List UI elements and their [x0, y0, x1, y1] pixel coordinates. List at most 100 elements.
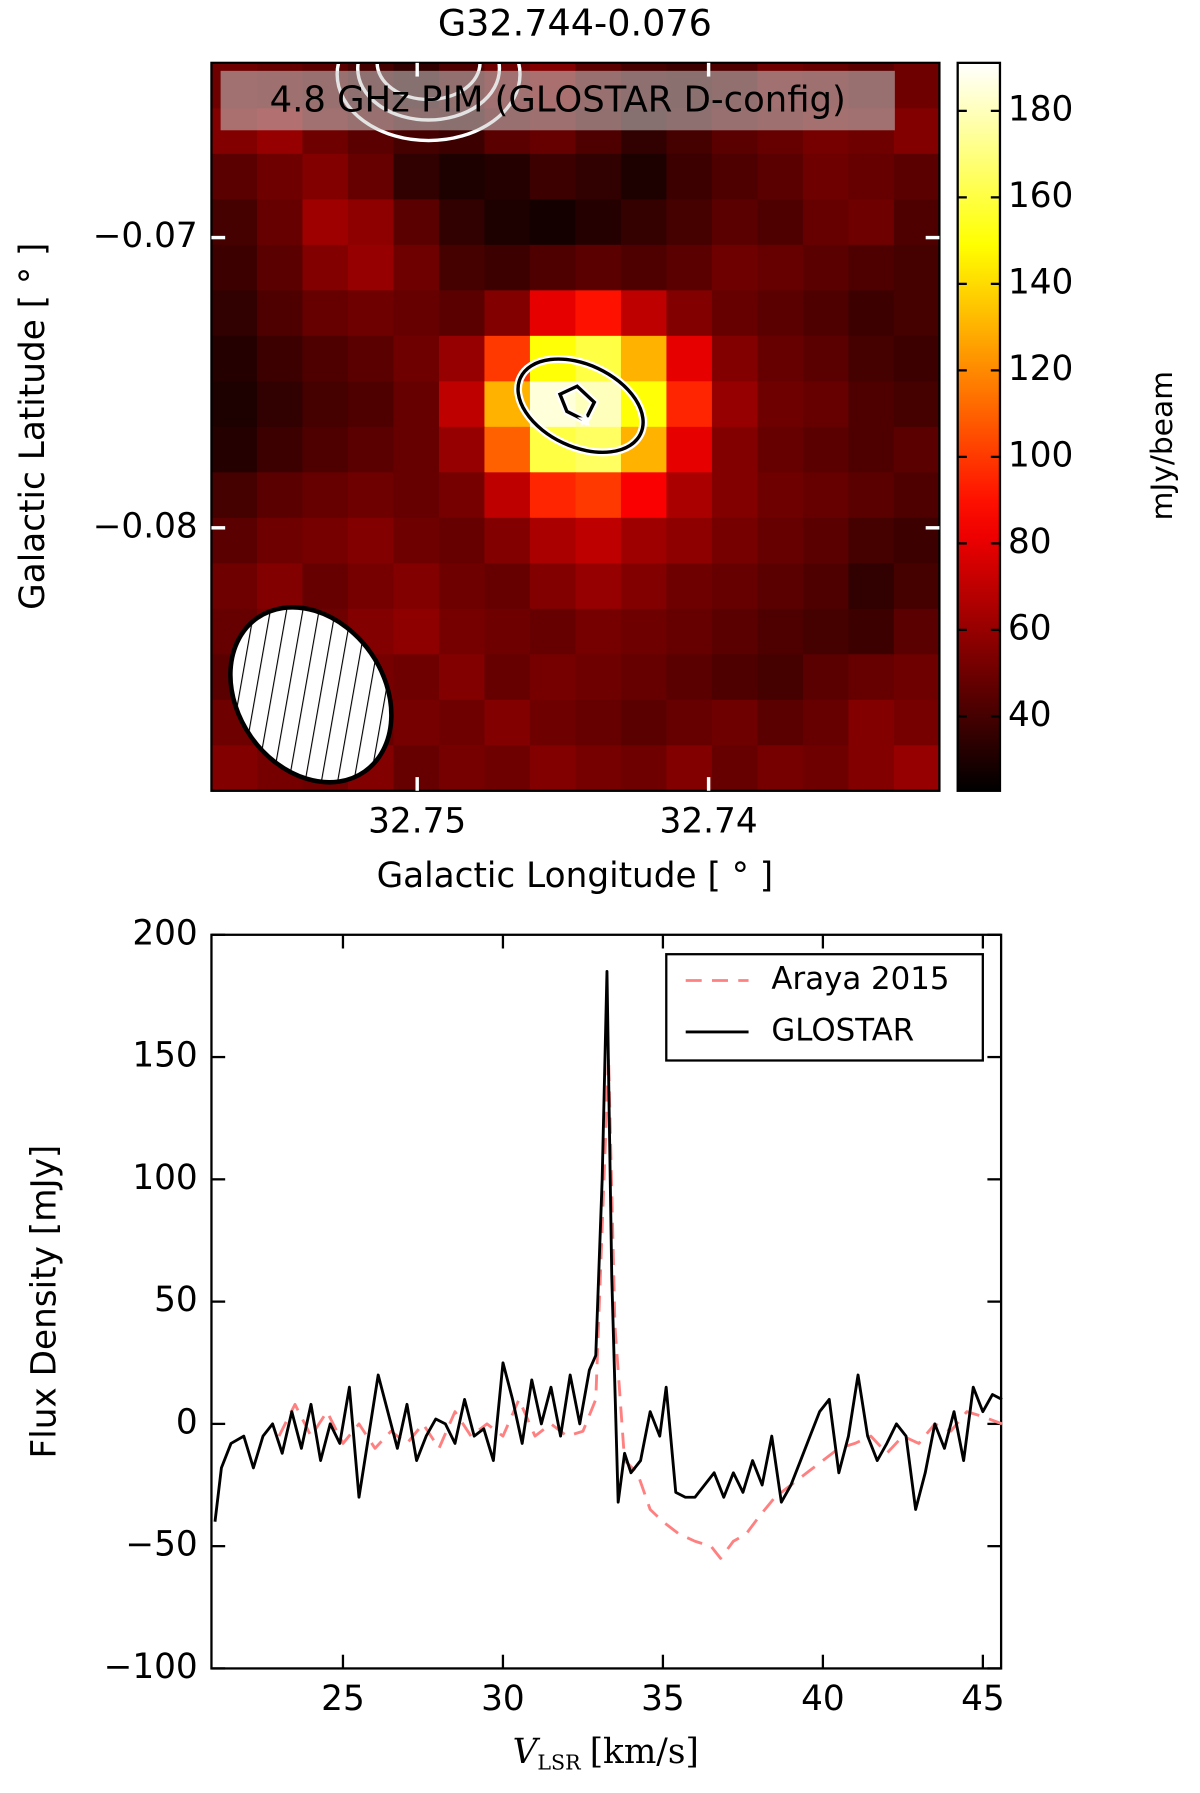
x-label-subscript: LSR: [537, 1750, 581, 1774]
pixel: [575, 745, 622, 792]
pixel: [256, 244, 304, 292]
contours: ★: [228, 62, 648, 785]
pixel: [620, 244, 668, 292]
pixel: [666, 699, 713, 746]
pixel: [893, 335, 941, 383]
pixel: [666, 426, 713, 474]
pixel: [484, 517, 531, 564]
pixel: [711, 472, 759, 519]
pixel: [438, 199, 486, 246]
pixel: [893, 290, 941, 337]
pixel: [802, 699, 850, 746]
y-tick-label: 150: [132, 1036, 197, 1076]
pixel: [757, 381, 804, 428]
pixel: [666, 517, 713, 564]
pixel: [302, 563, 349, 610]
colorbar-tick-label: 120: [1008, 349, 1073, 389]
pixel: [620, 335, 668, 383]
colorbar: [956, 61, 1002, 792]
pixel: [256, 563, 304, 610]
colorbar-tick-label: 140: [1008, 262, 1073, 302]
pixel: [575, 244, 622, 292]
pixel: [666, 290, 713, 337]
pixel: [438, 335, 486, 383]
pixel: [347, 381, 395, 428]
pixel: [802, 199, 850, 246]
pixel: [711, 426, 759, 474]
pixel: [848, 426, 895, 474]
pixel: [484, 699, 531, 746]
pixel: [347, 426, 395, 474]
pixel: [484, 472, 531, 519]
pixel: [666, 381, 713, 428]
x-tick-label: 32.75: [368, 801, 466, 841]
pixel: [893, 699, 941, 746]
pixel: [256, 153, 304, 201]
beam: [228, 605, 394, 785]
pixel: [757, 426, 804, 474]
pixel: [393, 335, 440, 383]
pixel: [848, 290, 895, 337]
legend-label: GLOSTAR: [771, 1012, 914, 1048]
pixel: [757, 563, 804, 610]
pixel: [893, 654, 941, 701]
pixel: [438, 153, 486, 201]
y-tick-label: 100: [132, 1158, 197, 1198]
pixel: [484, 563, 531, 610]
pixel: [620, 699, 668, 746]
pixel: [802, 153, 850, 201]
colorbar-tick-label: 100: [1008, 435, 1073, 475]
pixel: [211, 517, 258, 564]
pixel: [393, 153, 440, 201]
pixel: [893, 517, 941, 564]
pixel: [256, 426, 304, 474]
pixel: [484, 244, 531, 292]
pixel: [711, 153, 759, 201]
annotation-box: [220, 70, 895, 131]
pixel: [302, 517, 349, 564]
pixel: [438, 608, 486, 655]
pixel: [438, 654, 486, 701]
pixel: [848, 335, 895, 383]
y-axis-label: Flux Density [mJy]: [24, 1145, 64, 1459]
pixel: [802, 608, 850, 655]
pixel: [575, 290, 622, 337]
pixel: [211, 244, 258, 292]
pixel: [393, 381, 440, 428]
pixel: [484, 426, 531, 474]
pixel: [802, 244, 850, 292]
pixel: [620, 290, 668, 337]
pixel: [893, 62, 941, 110]
x-label-unit: [km/s]: [590, 1732, 699, 1772]
pixel: [529, 290, 577, 337]
pixel: [848, 608, 895, 655]
pixel: [529, 199, 577, 246]
x-label-symbol: V: [513, 1732, 541, 1772]
y-tick-label: 50: [154, 1280, 198, 1320]
pixel: [393, 563, 440, 610]
pixel: [802, 472, 850, 519]
pixel: [529, 517, 577, 564]
pixel: [711, 699, 759, 746]
pixel: [893, 381, 941, 428]
pixel: [393, 244, 440, 292]
pixel: [666, 153, 713, 201]
pixel: [575, 199, 622, 246]
pixel: [802, 290, 850, 337]
pixel: [529, 608, 577, 655]
pixel: [666, 244, 713, 292]
pixel: [575, 699, 622, 746]
pixel: [211, 153, 258, 201]
pixel: [620, 563, 668, 610]
pixel: [620, 608, 668, 655]
pixel: [848, 244, 895, 292]
pixel: [802, 563, 850, 610]
pixel: [620, 654, 668, 701]
pixel: [893, 563, 941, 610]
pixel: [848, 654, 895, 701]
pixel: [802, 517, 850, 564]
pixel: [256, 381, 304, 428]
pixel: [438, 472, 486, 519]
pixel: [848, 745, 895, 792]
pixel: [347, 563, 395, 610]
